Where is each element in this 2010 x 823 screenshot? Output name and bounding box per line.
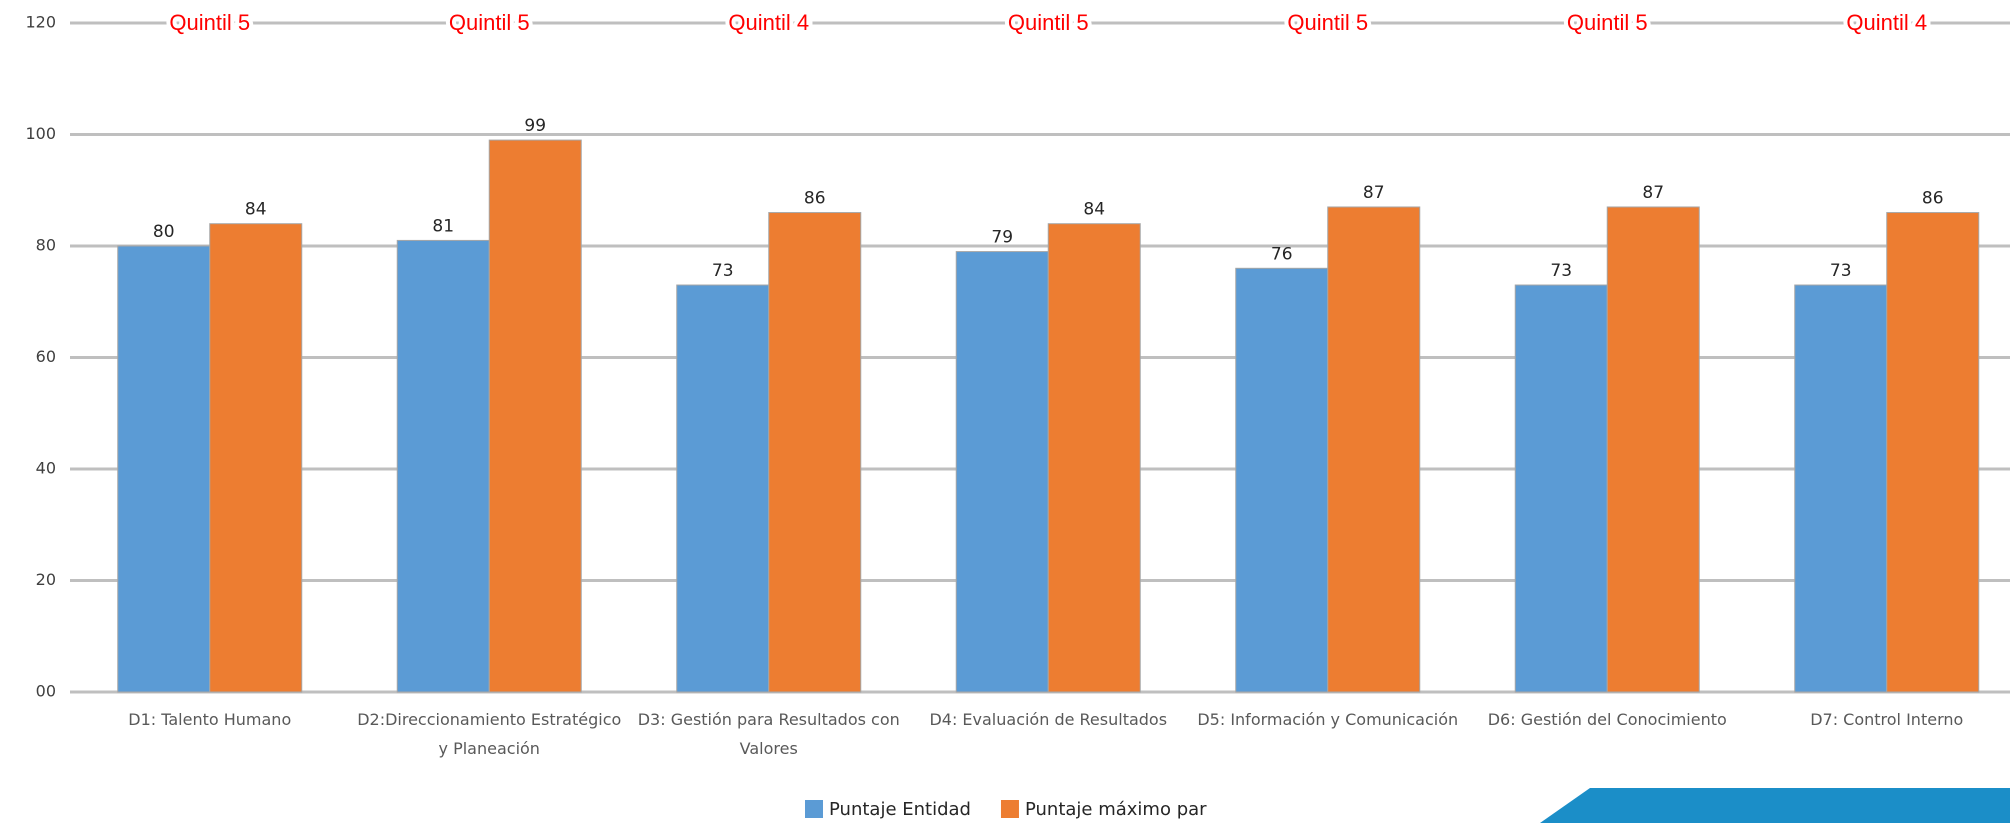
y-tick-label: 60 [36, 347, 56, 366]
annotation: Quintil 5 [1287, 10, 1368, 35]
annotation: Quintil 4 [728, 10, 809, 35]
x-tick-label: D1: Talento Humano [128, 710, 292, 729]
y-tick-label: 80 [36, 236, 56, 255]
annotation: Quintil 5 [169, 10, 250, 35]
bar [768, 212, 862, 693]
data-label: 99 [524, 116, 546, 136]
data-label: 73 [1830, 261, 1852, 281]
bar [955, 251, 1049, 693]
y-tick-label: 120 [25, 13, 56, 32]
bar [1514, 284, 1608, 693]
data-label: 87 [1363, 183, 1385, 203]
bar [209, 223, 303, 693]
bar [1886, 212, 1980, 693]
x-tick-label: D4: Evaluación de Resultados [929, 710, 1168, 729]
data-label: 84 [1083, 200, 1105, 220]
bar [117, 245, 211, 693]
bar [676, 284, 770, 693]
y-tick-label: 20 [36, 570, 56, 589]
bar [1606, 206, 1700, 693]
data-label: 84 [245, 200, 267, 220]
bar [396, 239, 490, 693]
bar [488, 139, 582, 693]
data-label: 81 [432, 216, 454, 236]
x-tick-label: D5: Información y Comunicación [1197, 710, 1459, 729]
annotation: Quintil 5 [1567, 10, 1648, 35]
annotation: Quintil 5 [449, 10, 530, 35]
decoration [1540, 788, 2010, 823]
data-label: 79 [991, 228, 1013, 248]
data-label: 73 [712, 261, 734, 281]
legend-swatch [805, 800, 823, 818]
data-label: 80 [153, 222, 175, 242]
annotation: Quintil 5 [1008, 10, 1089, 35]
x-tick-label: D6: Gestión del Conocimiento [1487, 710, 1727, 729]
legend-label: Puntaje máximo par [1025, 799, 1207, 820]
data-label: 73 [1550, 261, 1572, 281]
bar [1235, 267, 1329, 693]
bar [1794, 284, 1888, 693]
annotation: Quintil 4 [1846, 10, 1927, 35]
data-label: 76 [1271, 244, 1293, 264]
data-label: 86 [1922, 189, 1944, 209]
legend-label: Puntaje Entidad [829, 799, 971, 820]
legend-swatch [1000, 800, 1019, 818]
bar [1047, 223, 1141, 693]
x-tick-label: D7: Control Interno [1810, 710, 1964, 729]
data-label: 86 [804, 189, 826, 209]
x-tick-label: D3: Gestión para Resultados con Valores [637, 710, 900, 758]
data-label: 87 [1642, 183, 1664, 203]
x-tick-label: D2:Direccionamiento Estratégico y Planea… [357, 710, 622, 758]
y-tick-label: 40 [36, 459, 56, 478]
bar [1327, 206, 1421, 693]
y-tick-label: 00 [36, 682, 56, 701]
y-tick-label: 100 [25, 124, 56, 143]
